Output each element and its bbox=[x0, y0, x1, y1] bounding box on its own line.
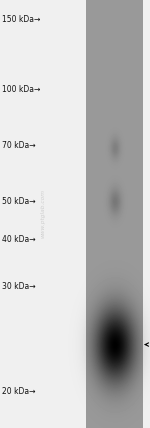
Text: 70 kDa→: 70 kDa→ bbox=[2, 141, 35, 150]
Text: 30 kDa→: 30 kDa→ bbox=[2, 282, 35, 291]
Text: 20 kDa→: 20 kDa→ bbox=[2, 387, 35, 396]
Text: 40 kDa→: 40 kDa→ bbox=[2, 235, 35, 244]
Text: 150 kDa→: 150 kDa→ bbox=[2, 15, 40, 24]
Text: www.ptglab.com: www.ptglab.com bbox=[41, 190, 46, 238]
Text: 100 kDa→: 100 kDa→ bbox=[2, 85, 40, 95]
Text: 50 kDa→: 50 kDa→ bbox=[2, 196, 35, 206]
